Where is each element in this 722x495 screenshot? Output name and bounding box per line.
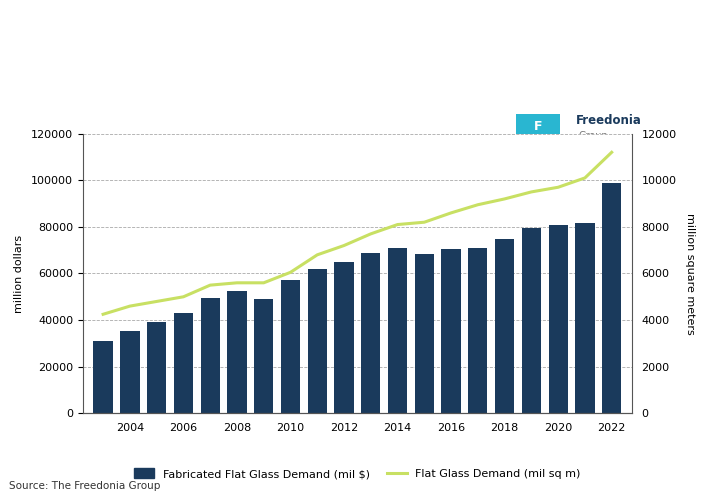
Bar <box>174 313 193 413</box>
Text: F: F <box>534 120 542 133</box>
Y-axis label: million dollars: million dollars <box>14 235 25 312</box>
Bar <box>93 341 113 413</box>
Text: 2003 – 2022: 2003 – 2022 <box>9 61 84 71</box>
Bar <box>468 248 487 413</box>
Text: Global Flat Glass Demand,: Global Flat Glass Demand, <box>9 37 173 47</box>
FancyBboxPatch shape <box>516 114 560 141</box>
Text: Group: Group <box>578 131 608 141</box>
Bar <box>361 252 380 413</box>
Bar <box>227 291 247 413</box>
Bar <box>201 298 219 413</box>
Bar <box>441 249 461 413</box>
Text: Figure 3-2.: Figure 3-2. <box>9 13 77 23</box>
Text: Source: The Freedonia Group: Source: The Freedonia Group <box>9 481 160 491</box>
Bar <box>602 183 622 413</box>
Bar <box>147 322 166 413</box>
Bar <box>575 223 594 413</box>
Text: (million dollars & million square meters): (million dollars & million square meters… <box>9 87 261 97</box>
Bar <box>388 248 407 413</box>
Text: Freedonia: Freedonia <box>576 113 642 127</box>
Bar <box>254 299 274 413</box>
Bar <box>549 225 567 413</box>
Bar <box>334 262 354 413</box>
Y-axis label: million square meters: million square meters <box>685 213 695 334</box>
Bar <box>281 281 300 413</box>
Bar <box>522 228 541 413</box>
Bar <box>495 239 514 413</box>
Bar <box>414 253 434 413</box>
Bar <box>121 331 139 413</box>
Bar <box>308 269 327 413</box>
Legend: Fabricated Flat Glass Demand (mil $), Flat Glass Demand (mil sq m): Fabricated Flat Glass Demand (mil $), Fl… <box>134 468 580 479</box>
